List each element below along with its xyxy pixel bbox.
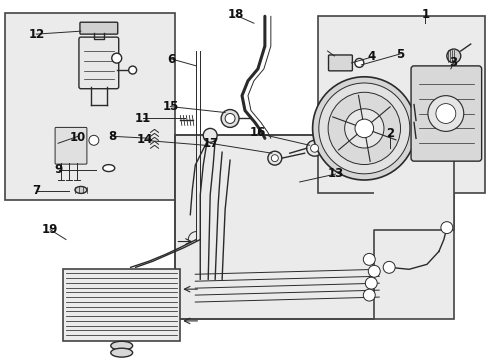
Circle shape — [112, 53, 122, 63]
Text: 8: 8 — [108, 130, 116, 143]
Ellipse shape — [111, 341, 132, 350]
Text: 3: 3 — [448, 55, 457, 69]
Circle shape — [363, 253, 374, 265]
Bar — [63, 269, 180, 341]
Text: 6: 6 — [167, 53, 175, 66]
Circle shape — [354, 119, 373, 138]
Text: 7: 7 — [32, 184, 41, 197]
Circle shape — [383, 261, 394, 273]
Text: 11: 11 — [134, 112, 150, 125]
Circle shape — [427, 96, 463, 131]
Circle shape — [318, 83, 409, 174]
Circle shape — [271, 155, 278, 162]
Bar — [317, 16, 484, 193]
Circle shape — [435, 104, 455, 123]
Circle shape — [363, 289, 374, 301]
Circle shape — [267, 151, 281, 165]
Text: 15: 15 — [162, 100, 179, 113]
Circle shape — [128, 66, 136, 74]
FancyBboxPatch shape — [55, 127, 87, 164]
Text: 12: 12 — [28, 28, 44, 41]
Text: 5: 5 — [395, 48, 404, 61]
Circle shape — [365, 277, 376, 289]
Text: 2: 2 — [386, 127, 394, 140]
Circle shape — [367, 265, 380, 277]
FancyBboxPatch shape — [175, 135, 453, 319]
Text: 10: 10 — [70, 131, 86, 144]
Circle shape — [440, 222, 452, 234]
Text: 1: 1 — [421, 9, 428, 22]
Circle shape — [327, 92, 400, 165]
Text: 9: 9 — [55, 163, 63, 176]
Circle shape — [446, 49, 460, 63]
Text: 17: 17 — [202, 137, 218, 150]
FancyBboxPatch shape — [79, 37, 119, 89]
Text: 4: 4 — [367, 50, 375, 63]
Circle shape — [344, 109, 383, 148]
Bar — [5, 13, 175, 200]
Text: 16: 16 — [249, 126, 266, 139]
Circle shape — [89, 135, 99, 145]
Circle shape — [224, 113, 235, 123]
Ellipse shape — [111, 348, 132, 357]
FancyBboxPatch shape — [80, 22, 118, 34]
Circle shape — [203, 129, 217, 142]
Ellipse shape — [75, 186, 87, 193]
Circle shape — [354, 58, 363, 67]
Text: 13: 13 — [327, 167, 344, 180]
Circle shape — [221, 109, 239, 127]
Bar — [373, 135, 453, 230]
Text: 18: 18 — [227, 9, 244, 22]
Text: 19: 19 — [42, 223, 58, 236]
Circle shape — [312, 77, 415, 180]
Text: 14: 14 — [136, 134, 153, 147]
FancyBboxPatch shape — [410, 66, 481, 161]
Ellipse shape — [102, 165, 115, 172]
FancyBboxPatch shape — [328, 55, 352, 71]
Circle shape — [306, 140, 322, 156]
Circle shape — [310, 144, 318, 152]
